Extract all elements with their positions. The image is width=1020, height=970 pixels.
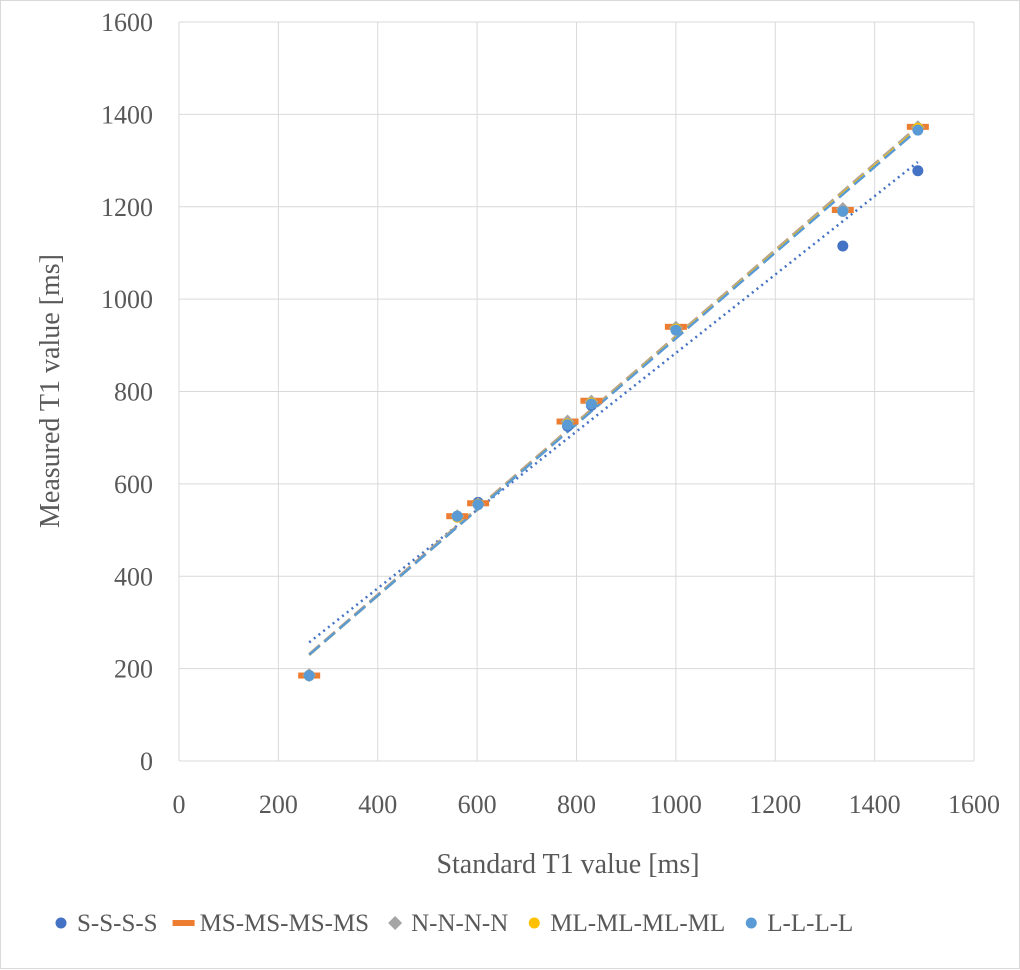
x-tick-label: 600 — [458, 790, 497, 819]
y-tick-label: 0 — [140, 747, 153, 776]
y-tick-label: 400 — [114, 562, 153, 591]
y-tick-label: 1200 — [101, 193, 153, 222]
legend-item: S-S-S-S — [55, 910, 158, 937]
legend-label: N-N-N-N — [411, 910, 508, 937]
y-tick-label: 200 — [114, 655, 153, 684]
legend-marker — [55, 917, 67, 929]
legend-marker — [528, 917, 540, 929]
legend-label: ML-ML-ML-ML — [550, 910, 725, 937]
legend-label: L-L-L-L — [767, 910, 853, 937]
point-l-l-l-l — [585, 398, 597, 410]
x-tick-label: 0 — [173, 790, 186, 819]
y-tick-label: 600 — [114, 470, 153, 499]
y-tick-label: 1600 — [101, 8, 153, 37]
legend-item: L-L-L-L — [745, 910, 853, 937]
trendline-l-l-l-l — [308, 128, 919, 656]
x-tick-label: 1600 — [948, 790, 1000, 819]
trendlines — [308, 125, 919, 656]
gridlines — [178, 21, 975, 762]
point-s-s-s-s — [912, 165, 924, 177]
legend: S-S-S-S MS-MS-MS-MS N-N-N-N ML-ML-ML-ML L-L-… — [55, 910, 853, 937]
y-tick-label: 1000 — [101, 285, 153, 314]
legend-marker — [172, 920, 195, 926]
y-tick-label: 1400 — [101, 100, 153, 129]
legend-label: MS-MS-MS-MS — [200, 910, 370, 937]
legend-label: S-S-S-S — [77, 910, 158, 937]
point-l-l-l-l — [472, 499, 484, 511]
point-s-s-s-s — [837, 240, 849, 252]
trendline-s-s-s-s — [308, 161, 919, 644]
point-l-l-l-l — [562, 419, 574, 431]
x-tick-label: 800 — [557, 790, 596, 819]
y-axis-title: Measured T1 value [ms] — [35, 254, 66, 528]
point-l-l-l-l — [451, 510, 463, 522]
tick-labels: 0 200 400 600 800 1000 1200 1400 1600 0 200 400 600 8… — [101, 8, 1000, 819]
x-tick-label: 1200 — [749, 790, 801, 819]
y-tick-label: 800 — [114, 378, 153, 407]
point-l-l-l-l — [303, 670, 315, 682]
point-l-l-l-l — [837, 205, 849, 217]
x-tick-label: 400 — [358, 790, 397, 819]
x-tick-label: 1000 — [650, 790, 702, 819]
legend-item: N-N-N-N — [388, 910, 508, 937]
x-tick-label: 200 — [259, 790, 298, 819]
legend-marker — [388, 916, 403, 930]
x-tick-label: 1400 — [849, 790, 901, 819]
point-l-l-l-l — [670, 324, 682, 336]
legend-marker — [745, 917, 757, 929]
data-points — [298, 120, 929, 683]
x-axis-title: Standard T1 value [ms] — [436, 849, 699, 880]
legend-item: ML-ML-ML-ML — [528, 910, 725, 937]
legend-item: MS-MS-MS-MS — [172, 910, 370, 937]
point-l-l-l-l — [912, 124, 924, 136]
